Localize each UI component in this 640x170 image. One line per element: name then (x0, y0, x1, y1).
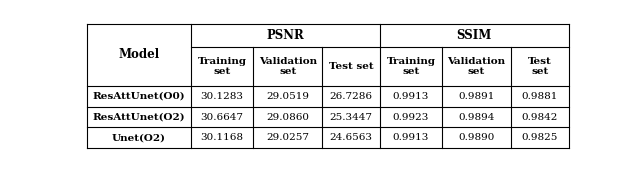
Text: Training
set: Training set (387, 57, 435, 76)
Text: Unet(O2): Unet(O2) (112, 133, 166, 142)
Text: Training
set: Training set (198, 57, 246, 76)
Text: 29.0519: 29.0519 (266, 92, 309, 101)
Text: 0.9913: 0.9913 (393, 133, 429, 142)
Text: 0.9891: 0.9891 (458, 92, 495, 101)
Text: 29.0860: 29.0860 (266, 113, 309, 122)
Text: Validation
set: Validation set (259, 57, 317, 76)
Text: ResAttUnet(O0): ResAttUnet(O0) (93, 92, 186, 101)
Text: 0.9890: 0.9890 (458, 133, 495, 142)
Text: 0.9923: 0.9923 (393, 113, 429, 122)
Text: Validation
set: Validation set (447, 57, 506, 76)
Text: 30.1168: 30.1168 (200, 133, 243, 142)
Text: 0.9881: 0.9881 (522, 92, 558, 101)
Text: 0.9842: 0.9842 (522, 113, 558, 122)
Text: 26.7286: 26.7286 (330, 92, 372, 101)
Text: 29.0257: 29.0257 (266, 133, 309, 142)
Text: Model: Model (118, 48, 159, 61)
Text: 30.6647: 30.6647 (200, 113, 243, 122)
Text: 24.6563: 24.6563 (330, 133, 372, 142)
Text: 0.9913: 0.9913 (393, 92, 429, 101)
Text: ResAttUnet(O2): ResAttUnet(O2) (93, 113, 186, 122)
Text: 0.9825: 0.9825 (522, 133, 558, 142)
Text: PSNR: PSNR (266, 29, 304, 42)
Text: SSIM: SSIM (456, 29, 492, 42)
Text: 30.1283: 30.1283 (200, 92, 243, 101)
Text: 0.9894: 0.9894 (458, 113, 495, 122)
Text: Test
set: Test set (528, 57, 552, 76)
Text: 25.3447: 25.3447 (330, 113, 372, 122)
Text: Test set: Test set (328, 62, 373, 71)
